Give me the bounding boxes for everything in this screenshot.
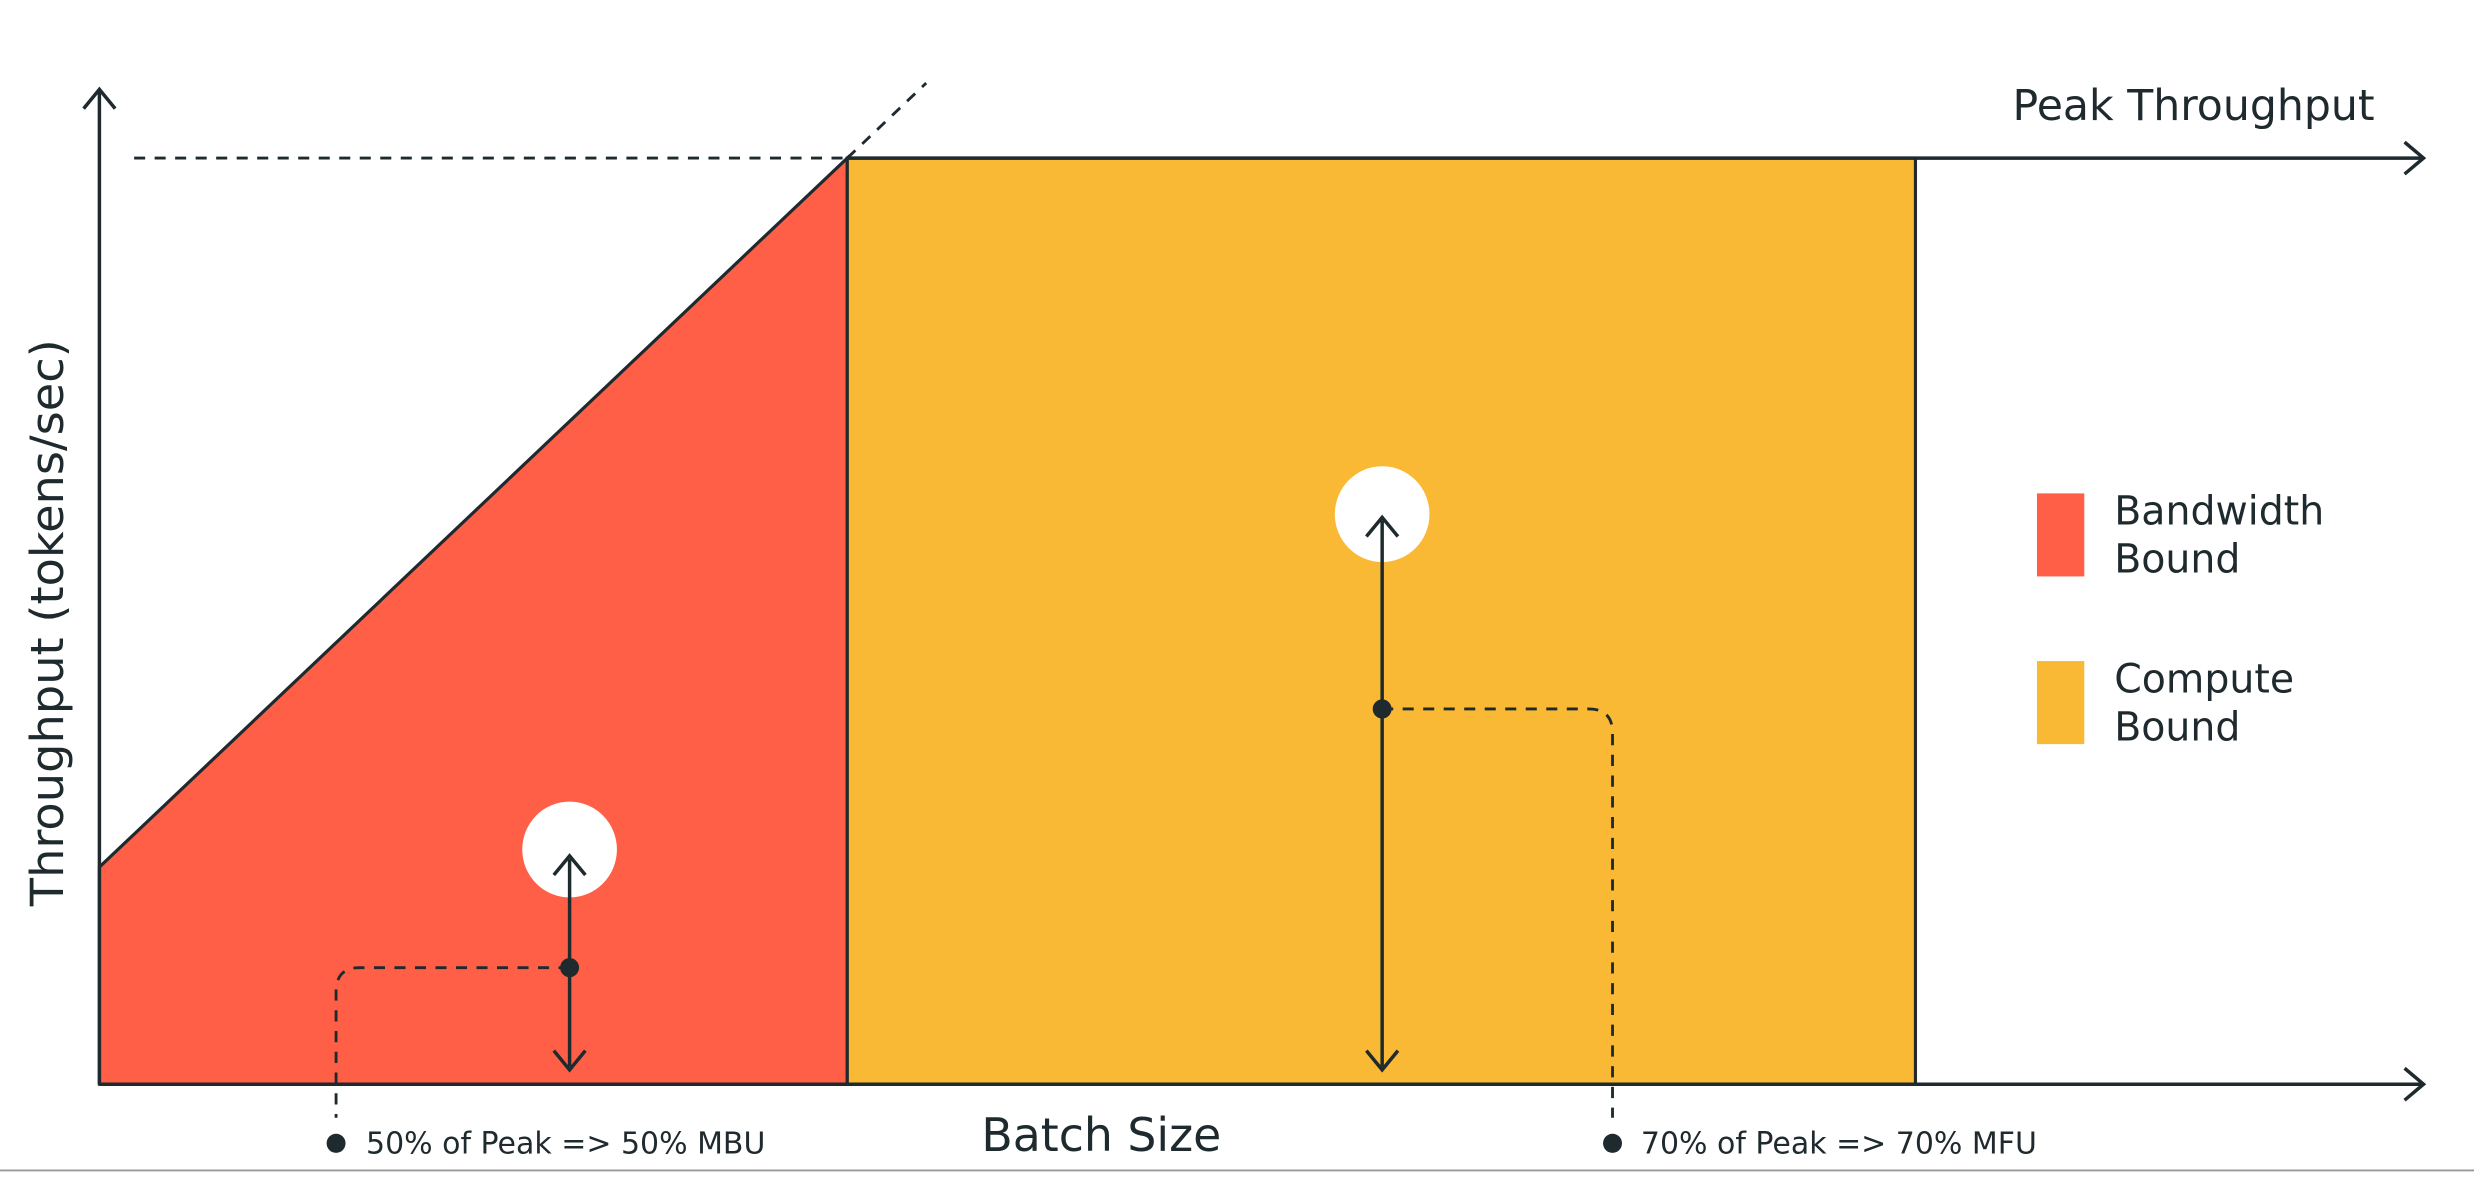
y-axis (82, 86, 117, 1085)
legend-label: Bound (2114, 704, 2240, 750)
bandwidth-region (97, 154, 849, 1086)
mbu-dot (560, 958, 580, 978)
highlight-circle (522, 801, 617, 898)
highlight-circle (1334, 466, 1430, 563)
mfu-dot (1372, 699, 1392, 719)
annotation: 70% of Peak => 70% MFU (1641, 1126, 2037, 1161)
mfu-connector (1382, 707, 1614, 1118)
legend-swatch (2036, 493, 2085, 577)
legend-label: Compute (2114, 656, 2294, 702)
mfu-arrow (1365, 514, 1400, 1073)
annotation: 50% of Peak => 50% MBU (366, 1126, 765, 1161)
peak-line (847, 140, 2427, 176)
y-axis-label: Throughput (tokens/sec) (20, 339, 74, 907)
peak-dashed-line (134, 81, 928, 160)
legend-label: Bound (2114, 536, 2240, 582)
legend-swatch (2036, 661, 2085, 745)
x-axis-label: Batch Size (981, 1108, 1221, 1162)
peak-label: Peak Throughput (2013, 81, 2375, 131)
bullet (326, 1133, 346, 1153)
mbu-connector (334, 966, 570, 1118)
bullet (1603, 1133, 1622, 1153)
legend-label: Bandwidth (2114, 489, 2324, 535)
x-axis (99, 1066, 2427, 1102)
